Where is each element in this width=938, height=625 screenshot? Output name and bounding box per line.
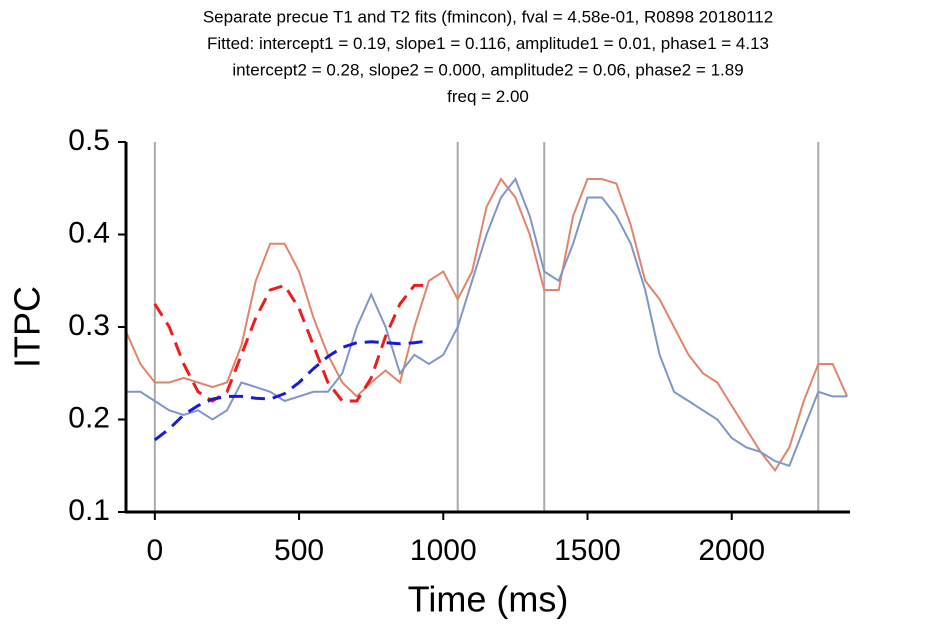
x-tick-label: 0	[147, 534, 164, 567]
fit-line	[153, 283, 429, 403]
chart-title: Separate precue T1 and T2 fits (fmincon)…	[203, 7, 773, 26]
x-tick-label: 2000	[698, 534, 765, 567]
y-tick-label: 0.4	[68, 216, 110, 249]
y-tick-label: 0.3	[68, 309, 110, 342]
y-axis-label: ITPC	[7, 286, 48, 368]
x-tick-label: 500	[274, 534, 324, 567]
chart-title: Fitted: intercept1 = 0.19, slope1 = 0.11…	[207, 34, 769, 53]
x-axis-label: Time (ms)	[408, 579, 569, 620]
y-tick-label: 0.1	[68, 494, 110, 527]
data-line	[126, 176, 848, 468]
x-tick-label: 1500	[554, 534, 621, 567]
chart-title: intercept2 = 0.28, slope2 = 0.000, ampli…	[232, 60, 743, 79]
data-line	[125, 177, 849, 473]
x-tick-label: 1000	[410, 534, 477, 567]
y-tick-label: 0.5	[68, 124, 110, 157]
chart-title: freq = 2.00	[447, 87, 529, 106]
y-tick-label: 0.2	[68, 401, 110, 434]
